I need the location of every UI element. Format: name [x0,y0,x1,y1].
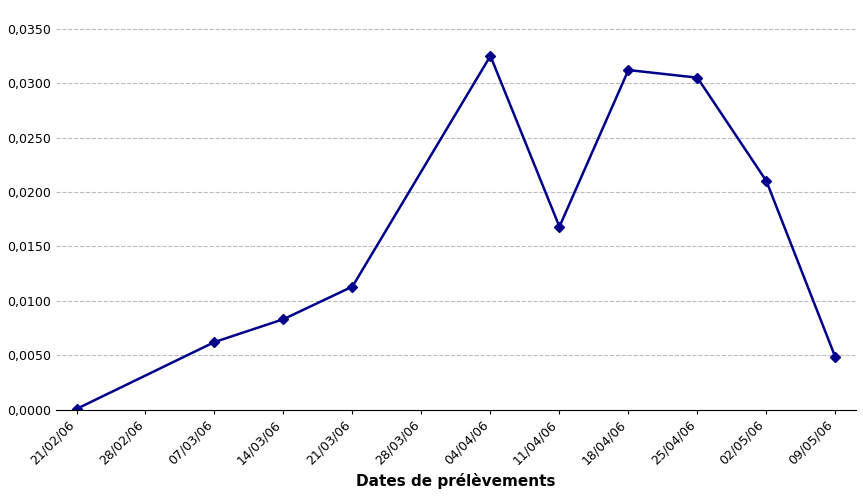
X-axis label: Dates de prélèvements: Dates de prélèvements [356,473,556,489]
